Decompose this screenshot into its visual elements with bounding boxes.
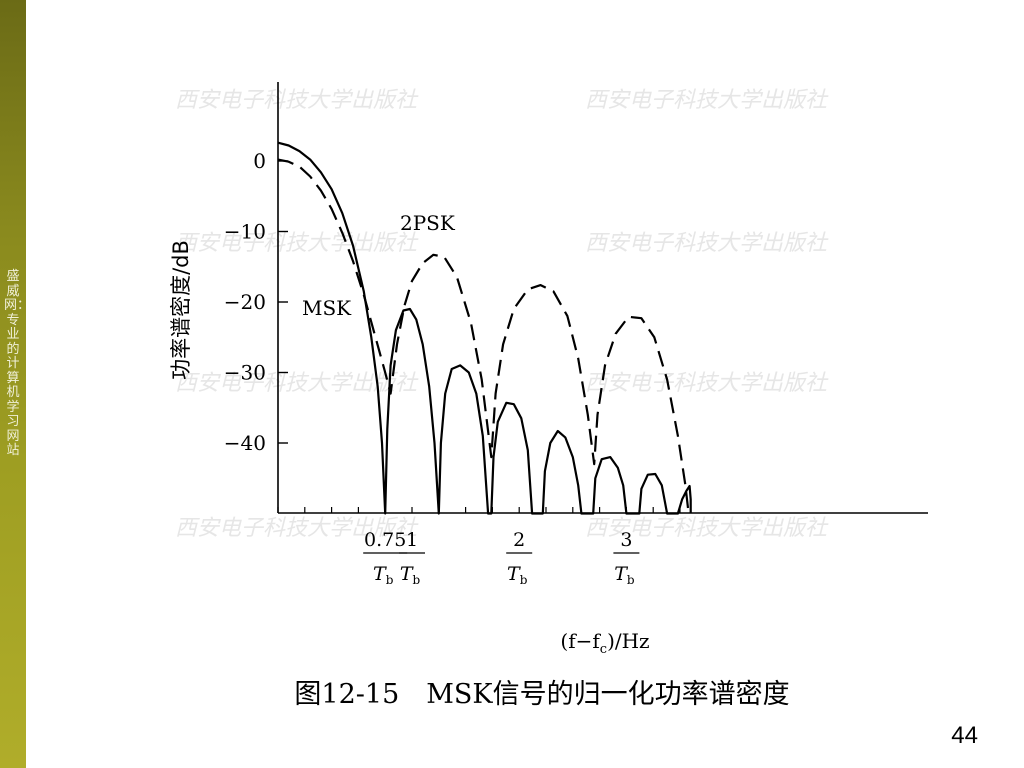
x-tick-numerator: 0.75 (364, 529, 406, 551)
x-tick-numerator: 1 (406, 529, 418, 551)
watermark-text: 西安电子科技大学出版社 (175, 516, 419, 541)
y-axis-label: 功率谱密度/dB (169, 240, 193, 380)
y-tick-label: −30 (224, 361, 266, 385)
x-tick-numerator: 3 (620, 529, 632, 551)
page-number: 44 (951, 722, 978, 749)
y-tick-label: 0 (253, 149, 266, 173)
annotation-msk: MSK (302, 296, 352, 320)
x-axis-label: (f−fc)/Hz (560, 629, 649, 657)
x-tick-denominator: Tb (373, 563, 394, 587)
y-tick-label: −40 (224, 431, 266, 455)
x-tick-denominator: Tb (507, 563, 528, 587)
annotation-2psk: 2PSK (400, 211, 456, 235)
sidebar: 盛威网：专业的计算机学习网站 (0, 0, 31, 768)
x-tick-label: 3 Tb (613, 529, 640, 587)
x-tick-denominator: Tb (614, 563, 635, 587)
y-tick-label: −10 (224, 220, 266, 244)
x-tick-label: 1 Tb (399, 529, 425, 587)
x-tick-numerator: 2 (513, 529, 525, 551)
watermark-text: 西安电子科技大学出版社 (175, 371, 419, 396)
watermark-text: 西安电子科技大学出版社 (175, 231, 419, 256)
chart-labels: 0 −10 −20 −30 −40 0.75 Tb 1 Tb 2 Tb 3 Tb 2PSK MSK 功率谱密度… (169, 149, 650, 657)
watermark-text: 西安电子科技大学出版社 (175, 88, 419, 113)
watermark-text: 西安电子科技大学出版社 (585, 88, 829, 113)
figure-caption: 图12-15 MSK信号的归一化功率谱密度 (294, 679, 790, 710)
y-tick-label: −20 (224, 290, 266, 314)
watermark-text: 西安电子科技大学出版社 (585, 516, 829, 541)
x-tick-denominator: Tb (400, 563, 421, 587)
watermark-text: 西安电子科技大学出版社 (585, 371, 829, 396)
watermark-text: 西安电子科技大学出版社 (585, 231, 829, 256)
sidebar-label: 盛威网：专业的计算机学习网站 (4, 269, 31, 458)
chart-axes (277, 82, 928, 514)
chart-series (277, 141, 692, 515)
series-line-msk (277, 141, 692, 515)
x-tick-label: 2 Tb (506, 529, 533, 587)
series-line-2psk (277, 158, 690, 514)
